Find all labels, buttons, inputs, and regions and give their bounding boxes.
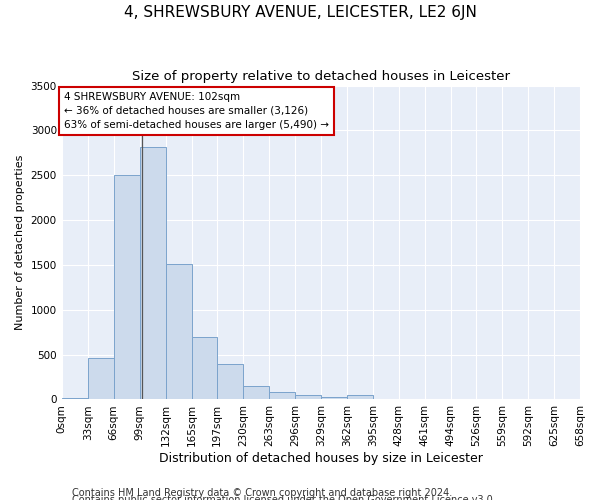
Y-axis label: Number of detached properties: Number of detached properties (15, 155, 25, 330)
Bar (295, 396, 321, 400)
Text: Contains public sector information licensed under the Open Government Licence v3: Contains public sector information licen… (72, 495, 496, 500)
Bar (191, 336, 217, 400)
Bar (62, 398, 88, 400)
Text: 4, SHREWSBURY AVENUE, LEICESTER, LE2 6JN: 4, SHREWSBURY AVENUE, LEICESTER, LE2 6JN (124, 5, 476, 20)
Bar (140, 146, 166, 400)
Bar (347, 394, 373, 400)
Bar (243, 386, 269, 400)
Text: Contains HM Land Registry data © Crown copyright and database right 2024.: Contains HM Land Registry data © Crown c… (72, 488, 452, 498)
Bar (113, 175, 140, 400)
Bar (217, 364, 243, 400)
Bar (321, 397, 347, 400)
Text: 4 SHREWSBURY AVENUE: 102sqm
← 36% of detached houses are smaller (3,126)
63% of : 4 SHREWSBURY AVENUE: 102sqm ← 36% of det… (64, 92, 329, 130)
Title: Size of property relative to detached houses in Leicester: Size of property relative to detached ho… (132, 70, 510, 83)
Bar (269, 392, 295, 400)
Bar (373, 398, 399, 400)
X-axis label: Distribution of detached houses by size in Leicester: Distribution of detached houses by size … (159, 452, 483, 465)
Bar (88, 358, 113, 400)
Bar (166, 264, 191, 400)
